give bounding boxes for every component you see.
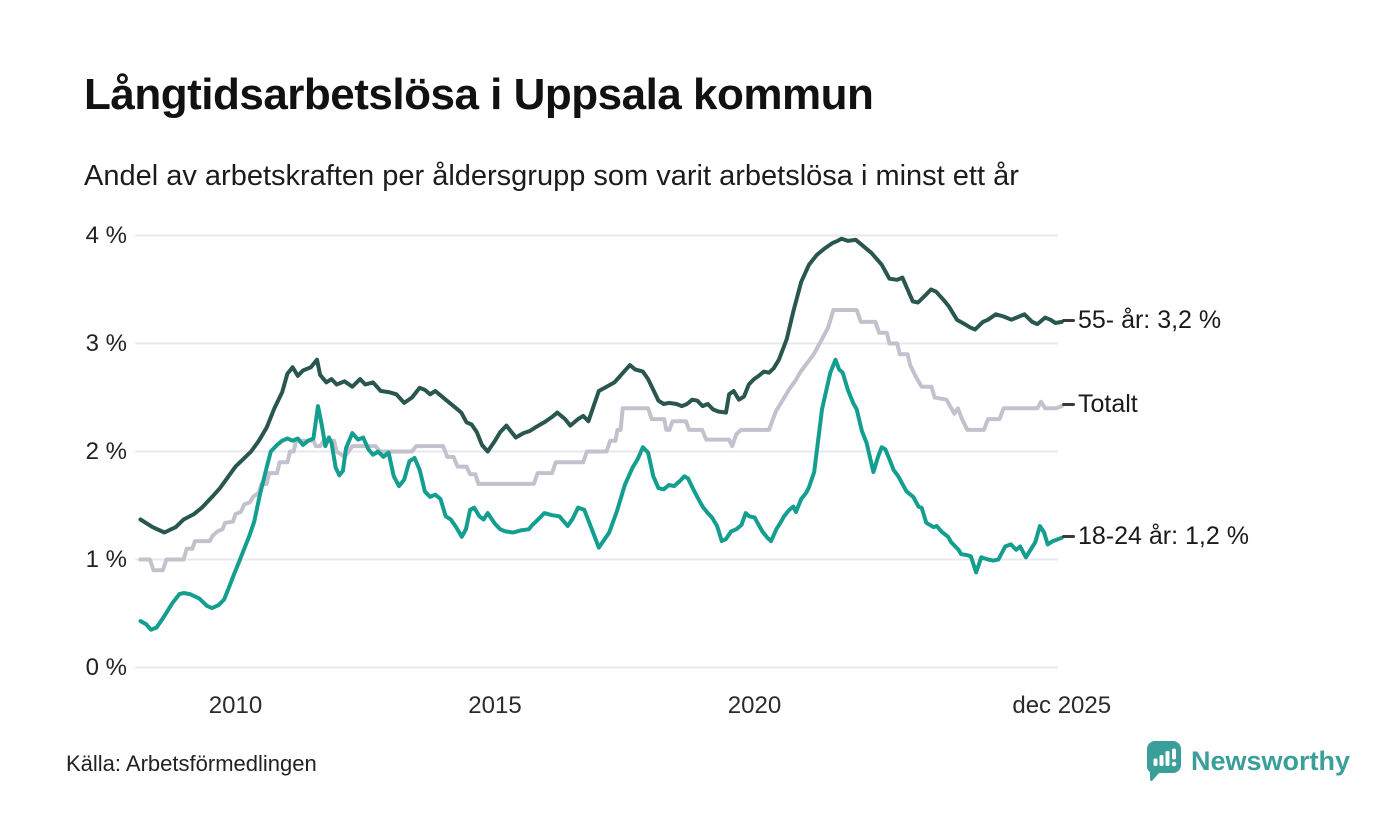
series-line-18-24 [138,357,1064,632]
series-line-55plus [138,236,1064,535]
series-label-text: 18-24 år: 1,2 % [1078,521,1249,550]
label-connector-icon [1062,318,1075,322]
series-label-text: Totalt [1078,390,1138,419]
page-title: Långtidsarbetslösa i Uppsala kommun [84,70,874,119]
y-tick-label-2: 2 % [85,437,127,465]
series-line-totalt [138,308,1064,573]
newsworthy-logo-icon [1147,741,1181,781]
y-tick-label-1: 1 % [85,545,127,573]
newsworthy-wordmark: Newsworthy [1191,746,1351,776]
y-tick-label-0: 0 % [85,653,127,681]
x-tick-label-dec-2025: dec 2025 [1012,692,1112,719]
x-tick-label-2010: 2010 [208,692,263,719]
y-tick-label-3: 3 % [85,329,127,357]
x-tick-label-2020: 2020 [727,692,782,719]
label-connector-icon [1062,534,1075,538]
y-tick-label-4: 4 % [85,221,127,249]
series-label-totalt: Totalt [1062,390,1138,419]
source-note: Källa: Arbetsförmedlingen [66,751,317,776]
series-label-text: 55- år: 3,2 % [1078,305,1222,334]
series-label-18-24: 18-24 år: 1,2 % [1062,522,1249,551]
label-connector-icon [1062,403,1075,407]
series-label-55plus: 55- år: 3,2 % [1062,306,1221,335]
chart-subtitle: Andel av arbetskraften per åldersgrupp s… [84,160,1019,192]
newsworthy-branding: Newsworthy [1147,741,1350,782]
x-tick-label-2015: 2015 [468,692,522,719]
